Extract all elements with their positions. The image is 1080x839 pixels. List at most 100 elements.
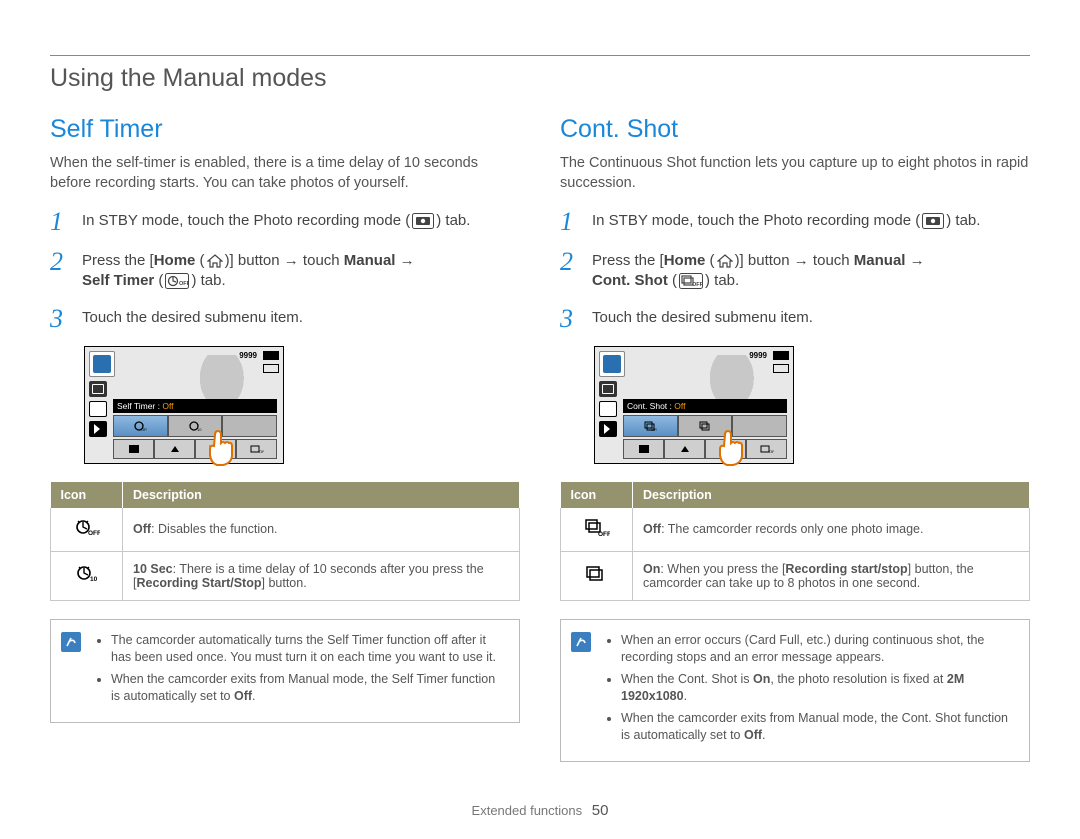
status-bar: Self Timer : Off (113, 399, 277, 413)
mode-badge (89, 351, 115, 377)
step-number: 1 (560, 209, 578, 235)
col-desc-header: Description (123, 482, 520, 508)
self-timer-notes: The camcorder automatically turns the Se… (50, 619, 520, 723)
step-3: 3 Touch the desired submenu item. (560, 306, 1030, 332)
left-icon-rail (89, 381, 107, 437)
step-2-text: Press the [Home ()] button → touch Manua… (82, 249, 415, 292)
two-column-layout: Self Timer When the self-timer is enable… (50, 115, 1030, 772)
svg-text:OFF: OFF (692, 282, 703, 288)
zoom-mini-icon (599, 401, 617, 417)
menu-bottom-cell: OFF (746, 439, 787, 459)
playback-mini-icon (89, 421, 107, 437)
step-number: 3 (50, 306, 68, 332)
camera-mini-icon (599, 381, 617, 397)
home-icon (207, 254, 223, 268)
cont-shot-table: Icon Description OFF Off: The camcorder … (560, 482, 1030, 601)
step-number: 3 (560, 306, 578, 332)
col-icon-header: Icon (561, 482, 633, 508)
step-number: 2 (560, 249, 578, 275)
menu-row: OFF 10 (113, 415, 277, 437)
storage-icon (773, 364, 789, 373)
top-divider (50, 55, 1030, 56)
shot-counter: 9999 (749, 351, 767, 360)
menu-bottom-cell (154, 439, 195, 459)
step-1: 1 In STBY mode, touch the Photo recordin… (50, 209, 520, 235)
note-item: The camcorder automatically turns the Se… (111, 632, 505, 667)
step-2: 2 Press the [Home ()] button → touch Man… (560, 249, 1030, 292)
menu-row: OFF (623, 415, 787, 437)
icon-cell (561, 551, 633, 600)
desc-cell: Off: The camcorder records only one phot… (633, 508, 1030, 552)
table-row: 10 10 Sec: There is a time delay of 10 s… (51, 551, 520, 600)
cont-shot-intro: The Continuous Shot function lets you ca… (560, 154, 1030, 193)
menu-bottom-cell: OFF (236, 439, 277, 459)
svg-text:OFF: OFF (179, 281, 189, 287)
cont-shot-screenshot: 9999 Cont. Shot : Off OFF (594, 346, 794, 464)
notes-list: The camcorder automatically turns the Se… (93, 632, 505, 710)
note-icon (61, 632, 83, 710)
table-row: On: When you press the [Recording start/… (561, 551, 1030, 600)
step-3-text: Touch the desired submenu item. (592, 306, 813, 328)
desc-cell: 10 Sec: There is a time delay of 10 seco… (123, 551, 520, 600)
col-desc-header: Description (633, 482, 1030, 508)
col-icon-header: Icon (51, 482, 123, 508)
svg-text:OFF: OFF (141, 427, 147, 432)
step-2-text: Press the [Home ()] button → touch Manua… (592, 249, 925, 292)
home-icon (717, 254, 733, 268)
menu-bottom-cell (664, 439, 705, 459)
manual-page: Using the Manual modes Self Timer When t… (0, 0, 1080, 839)
svg-text:10: 10 (90, 576, 98, 583)
cont-shot-notes: When an error occurs (Card Full, etc.) d… (560, 619, 1030, 762)
menu-bottom-row: OFF OFF (113, 439, 277, 459)
step-3-text: Touch the desired submenu item. (82, 306, 303, 328)
menu-bottom-row: OFF OFF (623, 439, 787, 459)
page-footer: Extended functions 50 (50, 802, 1030, 819)
svg-text:OFF: OFF (88, 530, 100, 537)
table-header-row: Icon Description (51, 482, 520, 508)
step-number: 1 (50, 209, 68, 235)
icon-cell: OFF (561, 508, 633, 552)
self-timer-heading: Self Timer (50, 115, 520, 144)
desc-cell: On: When you press the [Recording start/… (633, 551, 1030, 600)
touch-hand-icon (205, 429, 239, 469)
self-timer-intro: When the self-timer is enabled, there is… (50, 154, 520, 193)
note-item: When the camcorder exits from Manual mod… (621, 710, 1015, 745)
notes-list: When an error occurs (Card Full, etc.) d… (603, 632, 1015, 749)
svg-text:OFF: OFF (598, 531, 610, 538)
step-number: 2 (50, 249, 68, 275)
step-1-text: In STBY mode, touch the Photo recording … (82, 209, 470, 231)
touch-hand-icon (715, 429, 749, 469)
menu-bottom-cell (623, 439, 664, 459)
mode-badge (599, 351, 625, 377)
svg-text:OFF: OFF (651, 427, 657, 432)
battery-icon (773, 351, 789, 360)
self-timer-table: Icon Description OFF Off: Disables the f… (50, 482, 520, 601)
storage-icon (263, 364, 279, 373)
note-item: When an error occurs (Card Full, etc.) d… (621, 632, 1015, 667)
self-timer-screenshot: 9999 Self Timer : Off OFF 10 (84, 346, 284, 464)
shot-counter: 9999 (239, 351, 257, 360)
step-1-text: In STBY mode, touch the Photo recording … (592, 209, 980, 231)
page-title: Using the Manual modes (50, 64, 1030, 93)
icon-cell: 10 (51, 551, 123, 600)
step-3: 3 Touch the desired submenu item. (50, 306, 520, 332)
menu-bottom-cell (113, 439, 154, 459)
step-2: 2 Press the [Home ()] button → touch Man… (50, 249, 520, 292)
footer-section: Extended functions (472, 803, 583, 818)
table-row: OFF Off: Disables the function. (51, 508, 520, 552)
menu-cell-active: OFF (623, 415, 678, 437)
table-row: OFF Off: The camcorder records only one … (561, 508, 1030, 552)
table-header-row: Icon Description (561, 482, 1030, 508)
zoom-mini-icon (89, 401, 107, 417)
camera-mini-icon (89, 381, 107, 397)
note-icon (571, 632, 593, 749)
left-icon-rail (599, 381, 617, 437)
camera-icon (922, 213, 944, 229)
svg-text:10: 10 (197, 427, 202, 432)
svg-text:OFF: OFF (259, 449, 264, 454)
cont-shot-off-icon: OFF (679, 273, 703, 289)
right-column: Cont. Shot The Continuous Shot function … (560, 115, 1030, 772)
cont-shot-heading: Cont. Shot (560, 115, 1030, 144)
step-1: 1 In STBY mode, touch the Photo recordin… (560, 209, 1030, 235)
desc-cell: Off: Disables the function. (123, 508, 520, 552)
